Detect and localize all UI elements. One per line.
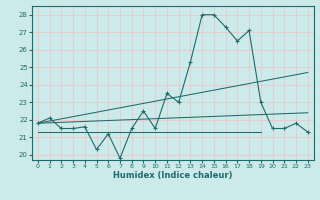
X-axis label: Humidex (Indice chaleur): Humidex (Indice chaleur) [113,171,233,180]
